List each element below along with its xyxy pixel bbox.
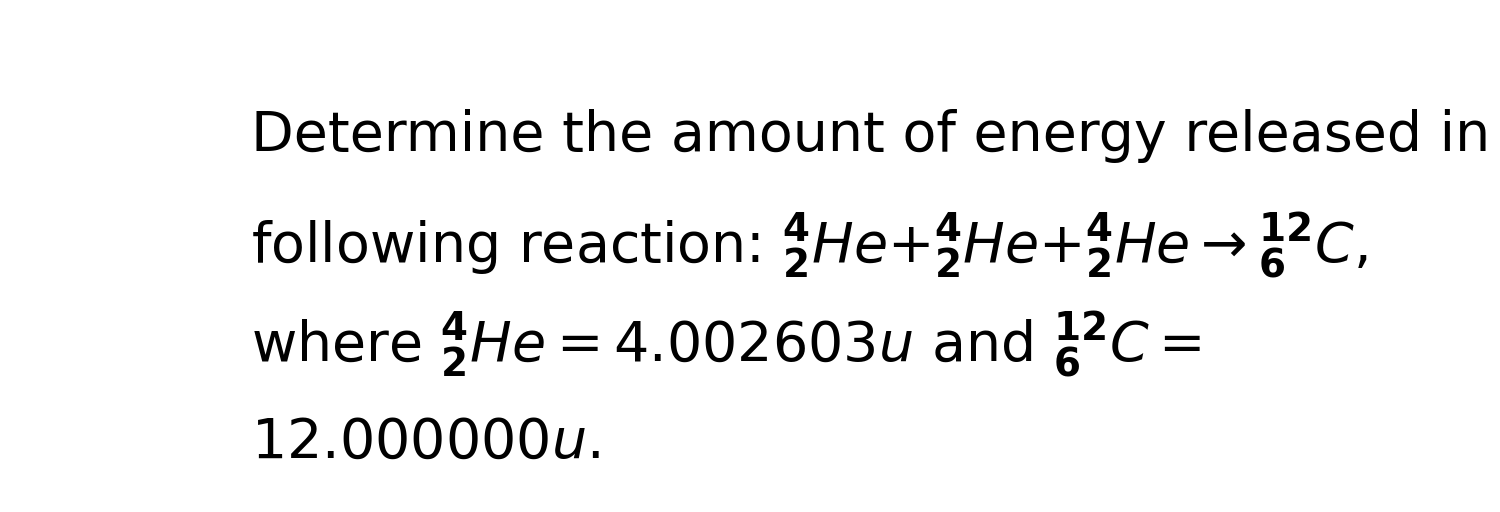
Text: Determine the amount of energy released in the: Determine the amount of energy released … xyxy=(252,109,1500,163)
Text: where $\mathbf{^{4}_{2}}\mathit{He}=4.002603\mathit{u}$ and $\mathbf{^{12}_{6}}\: where $\mathbf{^{4}_{2}}\mathit{He}=4.00… xyxy=(252,310,1202,380)
Text: following reaction: $\mathbf{^{4}_{2}}\mathit{He}$$+\mathbf{^{4}_{2}}\mathit{He}: following reaction: $\mathbf{^{4}_{2}}\m… xyxy=(252,211,1368,282)
Text: $12.000000\mathit{u}.$: $12.000000\mathit{u}.$ xyxy=(252,416,600,470)
